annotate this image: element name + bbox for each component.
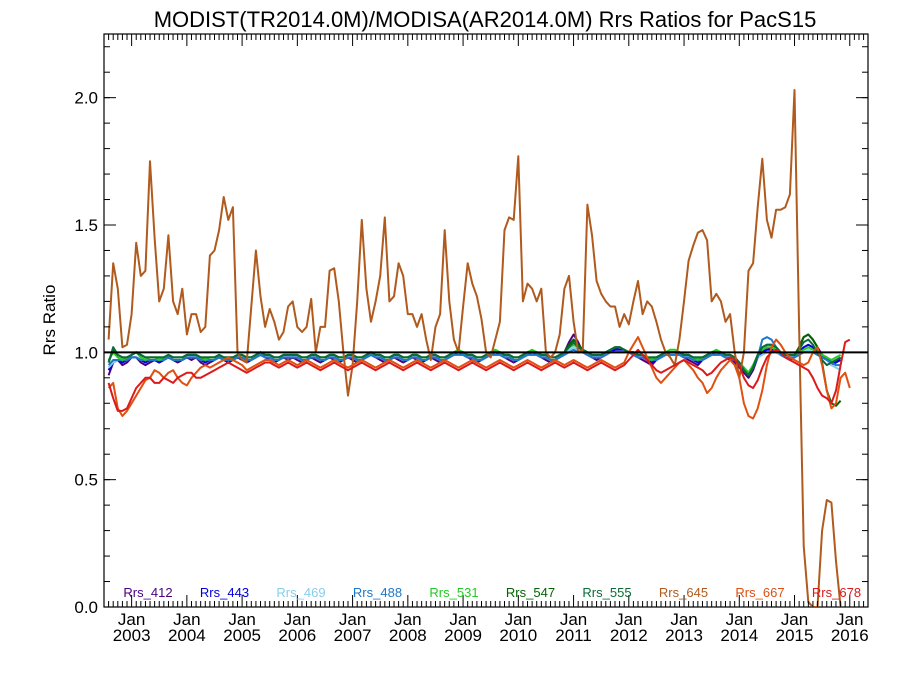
x-tick-label-year: 2003 — [113, 626, 151, 645]
legend-entry-rrs-531: Rrs_531 — [429, 585, 478, 600]
x-tick-label-month: Jan — [615, 610, 642, 629]
series-layer — [107, 89, 851, 607]
x-tick-label-year: 2010 — [499, 626, 537, 645]
x-tick-label-year: 2016 — [831, 626, 869, 645]
y-tick-label: 2.0 — [74, 89, 98, 108]
legend-entry-rrs-678: Rrs_678 — [812, 585, 861, 600]
x-tick-label-month: Jan — [394, 610, 421, 629]
legend-entry-rrs-547: Rrs_547 — [506, 585, 555, 600]
x-tick-label-month: Jan — [836, 610, 863, 629]
x-tick-label-month: Jan — [284, 610, 311, 629]
legend-entry-rrs-469: Rrs_469 — [276, 585, 325, 600]
y-axis-label: Rrs Ratio — [40, 285, 59, 356]
x-tick-label-year: 2012 — [610, 626, 648, 645]
x-tick-label-year: 2009 — [444, 626, 482, 645]
legend-entry-rrs-443: Rrs_443 — [200, 585, 249, 600]
legend-entry-rrs-488: Rrs_488 — [353, 585, 402, 600]
x-tick-label-month: Jan — [118, 610, 145, 629]
x-tick-label-year: 2004 — [168, 626, 206, 645]
x-tick-label-month: Jan — [670, 610, 697, 629]
x-tick-label-month: Jan — [505, 610, 532, 629]
x-tick-label-year: 2014 — [720, 626, 758, 645]
series-line-rrs-488 — [107, 336, 841, 377]
legend-entry-rrs-645: Rrs_645 — [659, 585, 708, 600]
x-tick-label-year: 2006 — [278, 626, 316, 645]
x-tick-label-year: 2007 — [334, 626, 372, 645]
x-tick-label-month: Jan — [781, 610, 808, 629]
x-tick-label-year: 2005 — [223, 626, 261, 645]
x-tick-label-year: 2015 — [776, 626, 814, 645]
x-tick-label-year: 2013 — [665, 626, 703, 645]
y-tick-label: 1.0 — [74, 343, 98, 362]
legend-entry-rrs-555: Rrs_555 — [582, 585, 631, 600]
series-line-rrs-678 — [107, 338, 851, 412]
plot-area — [103, 33, 869, 608]
x-tick-label-month: Jan — [173, 610, 200, 629]
ticks-layer: 0.00.51.01.52.0Jan2003Jan2004Jan2005Jan2… — [74, 34, 869, 645]
series-line-rrs-547 — [107, 333, 842, 407]
x-tick-label-year: 2011 — [555, 626, 592, 645]
x-tick-label-month: Jan — [228, 610, 255, 629]
x-tick-label-month: Jan — [560, 610, 587, 629]
x-tick-label-month: Jan — [339, 610, 366, 629]
legend-entry-rrs-412: Rrs_412 — [123, 585, 172, 600]
legend-entry-rrs-667: Rrs_667 — [735, 585, 784, 600]
plot-frame — [103, 33, 869, 608]
series-line-rrs-667 — [107, 336, 851, 420]
legend: Rrs_412 Rrs_443 Rrs_469 Rrs_488 Rrs_531 Rrs_5… — [123, 585, 861, 600]
y-tick-label: 0.5 — [74, 471, 98, 490]
x-tick-label-month: Jan — [726, 610, 753, 629]
y-tick-label: 0.0 — [74, 598, 98, 617]
x-tick-label-month: Jan — [449, 610, 476, 629]
y-tick-label: 1.5 — [74, 216, 98, 235]
x-tick-label-year: 2008 — [389, 626, 427, 645]
series-line-rrs-645 — [107, 89, 842, 607]
chart-title: MODIST(TR2014.0M)/MODISA(AR2014.0M) Rrs … — [154, 7, 817, 32]
